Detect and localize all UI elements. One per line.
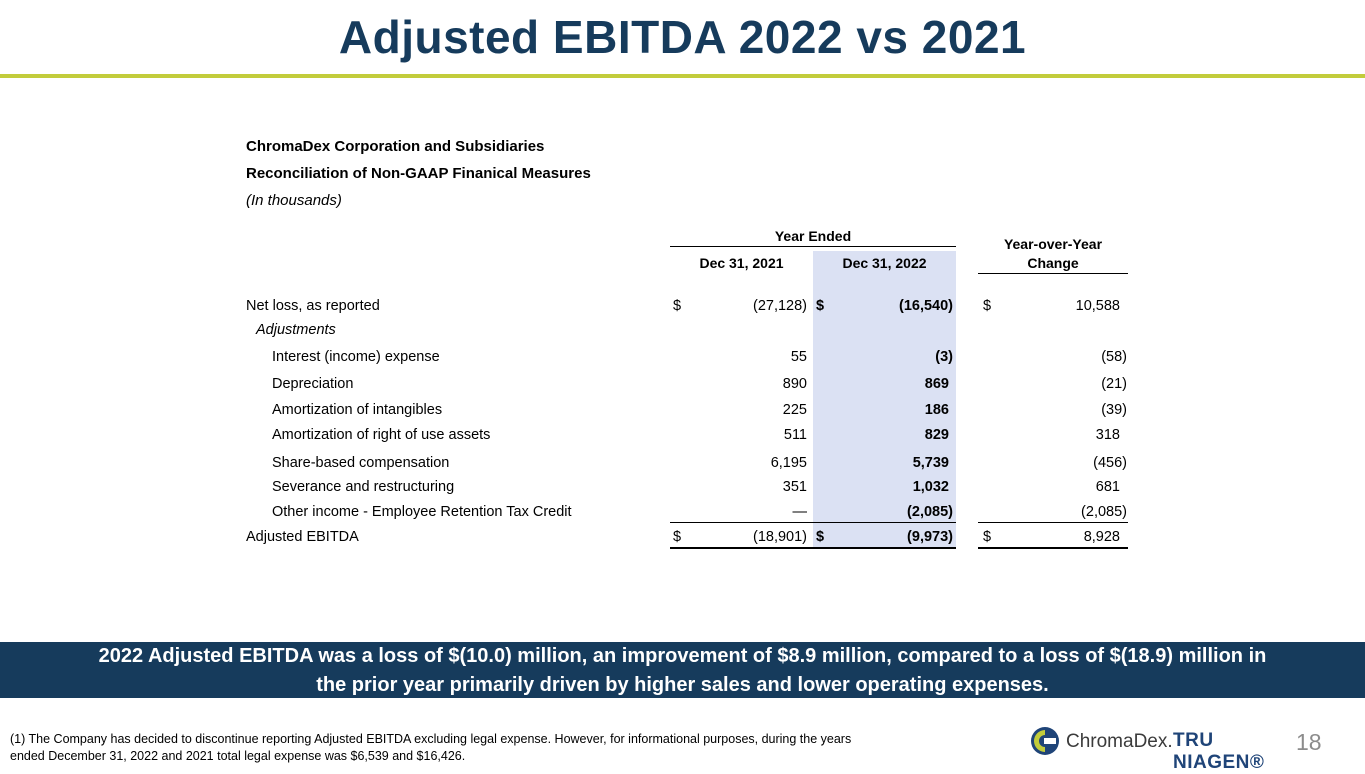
subtotal-rule <box>670 522 956 523</box>
row-label: Interest (income) expense <box>272 349 440 365</box>
table-row: Depreciation 890 869 (21) <box>0 376 1365 396</box>
column-header-yoy-line2: Change <box>1027 255 1079 271</box>
value-change: 318 <box>1095 427 1120 443</box>
dollar-sign: $ <box>983 298 992 314</box>
footnote-line-1: (1) The Company has decided to discontin… <box>10 732 852 746</box>
company-name: ChromaDex Corporation and Subsidiaries <box>246 138 545 155</box>
value-2021: 511 <box>783 427 807 443</box>
highlight-column-2022 <box>813 251 956 549</box>
value-change: 681 <box>1095 479 1120 495</box>
value-2022: 1,032 <box>912 479 949 495</box>
dollar-sign: $ <box>816 529 825 545</box>
value-2021: 351 <box>782 479 807 495</box>
company-logo: ChromaDex. TRU NIAGEN® <box>1030 724 1290 773</box>
table-row: Interest (income) expense 55 (3) (58) <box>0 349 1365 369</box>
value-change: (456) <box>1093 455 1127 471</box>
table-row: Adjustments <box>0 322 1365 342</box>
value-2022: 829 <box>924 427 949 443</box>
value-change: 8,928 <box>1083 529 1120 545</box>
title-divider <box>0 74 1365 78</box>
table-row: Net loss, as reported $ (27,128) $ (16,5… <box>0 298 1365 318</box>
value-2022: (3) <box>935 349 953 365</box>
total-rule <box>670 547 956 549</box>
value-2022: 5,739 <box>912 455 949 471</box>
value-change: (39) <box>1101 402 1127 418</box>
row-label: Net loss, as reported <box>246 298 380 314</box>
banner-line-1: 2022 Adjusted EBITDA was a loss of $(10.… <box>98 645 1267 667</box>
value-2022: (16,540) <box>898 298 953 314</box>
row-label: Adjustments <box>256 322 336 338</box>
logo-text-tru-niagen: TRU NIAGEN® <box>1173 730 1265 773</box>
row-label: Share-based compensation <box>272 455 450 471</box>
value-change: 10,588 <box>1075 298 1120 314</box>
value-2022: (9,973) <box>907 529 953 545</box>
units-note: (In thousands) <box>246 192 342 209</box>
chromadex-logo-icon <box>1031 727 1059 755</box>
table-row: Severance and restructuring 351 1,032 68… <box>0 479 1365 499</box>
value-2022: (2,085) <box>907 504 953 520</box>
value-2021: 55 <box>790 349 807 365</box>
value-2021: 6,195 <box>770 455 807 471</box>
table-row: Amortization of right of use assets 511 … <box>0 427 1365 447</box>
row-label: Depreciation <box>272 376 354 392</box>
value-2021: (27,128) <box>752 298 807 314</box>
table-row-total: Adjusted EBITDA $ (18,901) $ (9,973) $ 8… <box>0 529 1365 549</box>
dollar-sign: $ <box>673 529 682 545</box>
value-change: (21) <box>1101 376 1127 392</box>
dollar-sign: $ <box>816 298 825 314</box>
table-row: Other income - Employee Retention Tax Cr… <box>0 504 1365 524</box>
row-label: Other income - Employee Retention Tax Cr… <box>272 504 572 520</box>
footnote-line-2: ended December 31, 2022 and 2021 total l… <box>10 749 466 763</box>
value-2022: 869 <box>924 376 949 392</box>
value-2021: (18,901) <box>752 529 807 545</box>
logo-text-chromadex: ChromaDex. <box>1066 731 1173 752</box>
row-label: Severance and restructuring <box>272 479 455 495</box>
banner-line-2: the prior year primarily driven by highe… <box>316 674 1049 696</box>
footnote: (1) The Company has decided to discontin… <box>10 731 990 765</box>
report-subtitle: Reconciliation of Non-GAAP Finanical Mea… <box>246 165 591 182</box>
column-header-yoy-line1: Year-over-Year <box>1003 236 1103 252</box>
value-2022: 186 <box>924 402 949 418</box>
row-label: Amortization of intangibles <box>272 402 443 418</box>
page-number: 18 <box>1296 729 1322 755</box>
total-rule-change <box>978 547 1128 549</box>
dollar-sign: $ <box>673 298 682 314</box>
table-row: Share-based compensation 6,195 5,739 (45… <box>0 455 1365 475</box>
value-2021: — <box>792 504 808 520</box>
row-label: Amortization of right of use assets <box>272 427 491 443</box>
yoy-header-underline <box>978 273 1128 274</box>
column-header-2021: Dec 31, 2021 <box>699 255 784 271</box>
column-header-2022: Dec 31, 2022 <box>842 255 927 271</box>
group-header-underline <box>670 246 956 247</box>
value-2021: 890 <box>782 376 807 392</box>
value-change: (58) <box>1101 349 1127 365</box>
value-2021: 225 <box>782 402 807 418</box>
dollar-sign: $ <box>983 529 992 545</box>
row-label: Adjusted EBITDA <box>246 529 359 545</box>
value-change: (2,085) <box>1081 504 1127 520</box>
page-title: Adjusted EBITDA 2022 vs 2021 <box>338 11 1027 63</box>
subtotal-rule-change <box>978 522 1128 523</box>
table-row: Amortization of intangibles 225 186 (39) <box>0 402 1365 422</box>
summary-banner: 2022 Adjusted EBITDA was a loss of $(10.… <box>0 642 1365 698</box>
group-header-year-ended: Year Ended <box>774 228 852 244</box>
